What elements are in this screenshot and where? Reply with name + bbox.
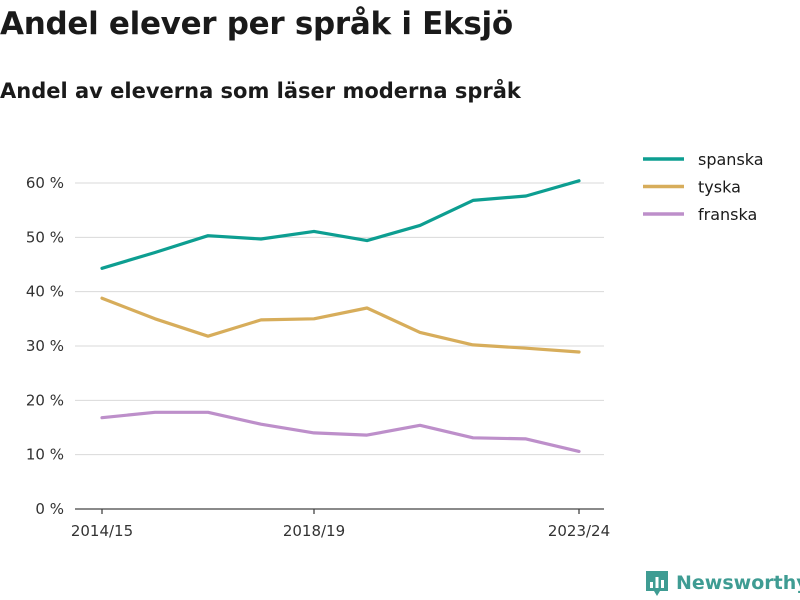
y-tick-label: 20 %	[26, 391, 64, 409]
legend-label: tyska	[698, 178, 741, 197]
chart-title: Andel elever per språk i Eksjö	[0, 6, 513, 42]
y-tick-label: 50 %	[26, 228, 64, 246]
chart-subtitle: Andel av eleverna som läser moderna språ…	[0, 79, 521, 103]
x-tick-label: 2018/19	[283, 522, 345, 540]
series-line-spanska[interactable]	[100, 179, 581, 270]
newsworthy-brand[interactable]: Newsworthy	[644, 569, 800, 597]
brand-name: Newsworthy	[676, 572, 800, 594]
y-tick-label: 0 %	[35, 500, 64, 518]
series-line-franska[interactable]	[100, 410, 581, 453]
x-axis: 2014/15 2018/19 2023/24	[71, 508, 610, 540]
legend-item-tyska[interactable]: tyska	[643, 178, 741, 197]
legend-item-spanska[interactable]: spanska	[643, 150, 764, 169]
newsworthy-logo-icon	[646, 571, 668, 596]
y-tick-label: 60 %	[26, 174, 64, 192]
y-axis: 0 % 10 % 20 % 30 % 40 % 50 % 60 %	[26, 174, 64, 518]
y-tick-label: 30 %	[26, 337, 64, 355]
series-line-tyska[interactable]	[100, 296, 581, 354]
x-tick-label: 2014/15	[71, 522, 133, 540]
legend-label: franska	[698, 205, 757, 224]
legend-item-franska[interactable]: franska	[643, 205, 757, 224]
legend: spanska tyska franska	[643, 150, 764, 224]
x-tick-label: 2023/24	[548, 522, 610, 540]
y-tick-label: 10 %	[26, 446, 64, 464]
y-tick-label: 40 %	[26, 283, 64, 301]
series-lines	[100, 179, 581, 453]
legend-label: spanska	[698, 150, 764, 169]
